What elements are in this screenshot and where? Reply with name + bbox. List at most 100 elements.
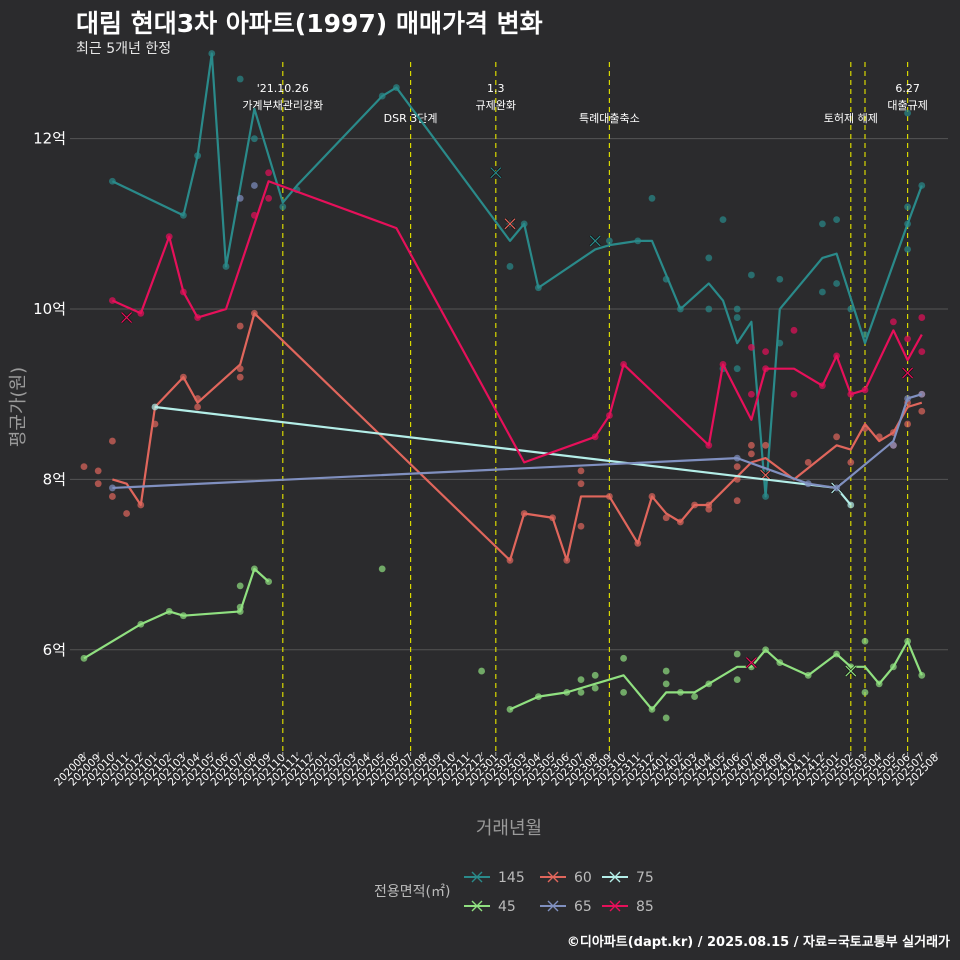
data-point-145: [733, 365, 741, 373]
data-point-45: [591, 684, 599, 692]
series-line-65: [112, 393, 923, 490]
cancelled-mark-145: [589, 235, 601, 247]
cancelled-mark-85: [745, 657, 757, 668]
data-point-145: [279, 203, 287, 211]
data-point-60: [733, 497, 741, 505]
data-point-60: [94, 467, 102, 475]
y-tick-label: 10억: [33, 300, 66, 318]
data-point-60: [833, 433, 840, 441]
event-label: 6.27: [895, 82, 920, 95]
data-point-85: [918, 348, 926, 356]
data-point-45: [577, 688, 585, 696]
data-point-85: [790, 326, 798, 334]
legend-key-75: [609, 871, 621, 883]
data-point-45: [733, 676, 741, 683]
data-point-145: [719, 216, 727, 223]
data-point-60: [123, 510, 130, 517]
legend-label-60: 60: [574, 870, 592, 886]
data-point-45: [236, 582, 244, 590]
grid-layer: [70, 138, 948, 651]
y-axis-title: 평균가(원): [8, 367, 29, 447]
data-point-145: [833, 216, 840, 223]
data-point-145: [506, 263, 514, 270]
data-point-60: [236, 322, 244, 330]
data-point-45: [662, 667, 670, 675]
data-point-65: [236, 194, 244, 202]
data-point-85: [918, 314, 926, 321]
cancelled-mark-60: [504, 218, 516, 230]
data-point-85: [890, 318, 897, 326]
data-point-85: [790, 390, 798, 398]
data-point-145: [904, 109, 911, 117]
data-point-145: [776, 275, 784, 283]
series-layer: [80, 50, 926, 722]
cancelled-mark-85: [902, 367, 914, 379]
data-point-45: [733, 650, 741, 658]
y-tick-label: 8억: [43, 470, 66, 488]
data-point-145: [606, 237, 613, 245]
data-point-45: [591, 671, 599, 679]
data-point-60: [194, 403, 202, 411]
data-point-60: [762, 441, 769, 449]
data-point-145: [819, 288, 826, 296]
event-label: DSR 3단계: [384, 112, 438, 125]
data-point-60: [847, 458, 855, 466]
series-line-145: [111, 52, 923, 498]
event-label: 대출규제: [887, 99, 927, 112]
event-label: '21.10.26: [257, 82, 309, 95]
data-point-145: [705, 254, 713, 262]
event-label: 규제완화: [476, 99, 516, 112]
y-tick-label: 6억: [43, 641, 66, 659]
data-point-145: [733, 305, 741, 313]
cancelled-mark-85: [121, 312, 133, 323]
data-point-60: [80, 463, 88, 471]
data-point-60: [918, 407, 926, 415]
data-point-45: [378, 565, 386, 573]
data-point-145: [833, 280, 840, 287]
legend-key-45: [471, 900, 483, 912]
legend-label-145: 145: [498, 870, 525, 886]
data-point-65: [251, 182, 258, 189]
data-point-60: [109, 437, 116, 445]
data-point-60: [904, 420, 911, 428]
series-line-60: [112, 312, 923, 562]
series-line-85: [111, 180, 923, 464]
legend: 전용면적(㎡) 145 60 75 45 65 85: [374, 870, 654, 915]
data-point-45: [478, 667, 485, 675]
data-point-145: [748, 271, 755, 279]
data-point-45: [662, 714, 670, 722]
data-point-45: [861, 637, 869, 645]
legend-key-60: [547, 871, 559, 883]
legend-key-65: [547, 900, 559, 912]
data-point-85: [748, 343, 755, 351]
data-point-145: [705, 305, 713, 313]
data-point-145: [904, 246, 911, 253]
data-point-45: [620, 654, 627, 662]
legend-key-85: [609, 900, 621, 912]
cancelled-mark-45: [845, 665, 857, 677]
series-line-45: [509, 640, 923, 711]
legend-label-65: 65: [574, 899, 592, 915]
legend-key-145: [471, 871, 483, 883]
x-axis-title: 거래년월: [476, 818, 542, 839]
axis-layer: 6억8억10억12억202008202009202010202011202012…: [8, 130, 941, 839]
data-point-85: [265, 194, 272, 202]
data-point-145: [733, 314, 741, 321]
data-point-60: [733, 463, 741, 471]
event-label: 가계부채관리강화: [242, 99, 323, 112]
data-point-85: [265, 169, 272, 177]
series-line-45: [83, 567, 270, 660]
legend-title: 전용면적(㎡): [374, 884, 450, 900]
data-point-145: [819, 220, 826, 228]
data-point-60: [748, 450, 755, 458]
data-point-60: [236, 373, 244, 381]
y-tick-label: 12억: [33, 130, 66, 148]
data-point-145: [904, 203, 911, 211]
data-point-45: [691, 693, 698, 701]
event-label: 토허제 해제: [824, 111, 878, 125]
data-point-145: [251, 135, 258, 143]
data-point-60: [662, 514, 670, 522]
data-point-85: [762, 348, 769, 356]
